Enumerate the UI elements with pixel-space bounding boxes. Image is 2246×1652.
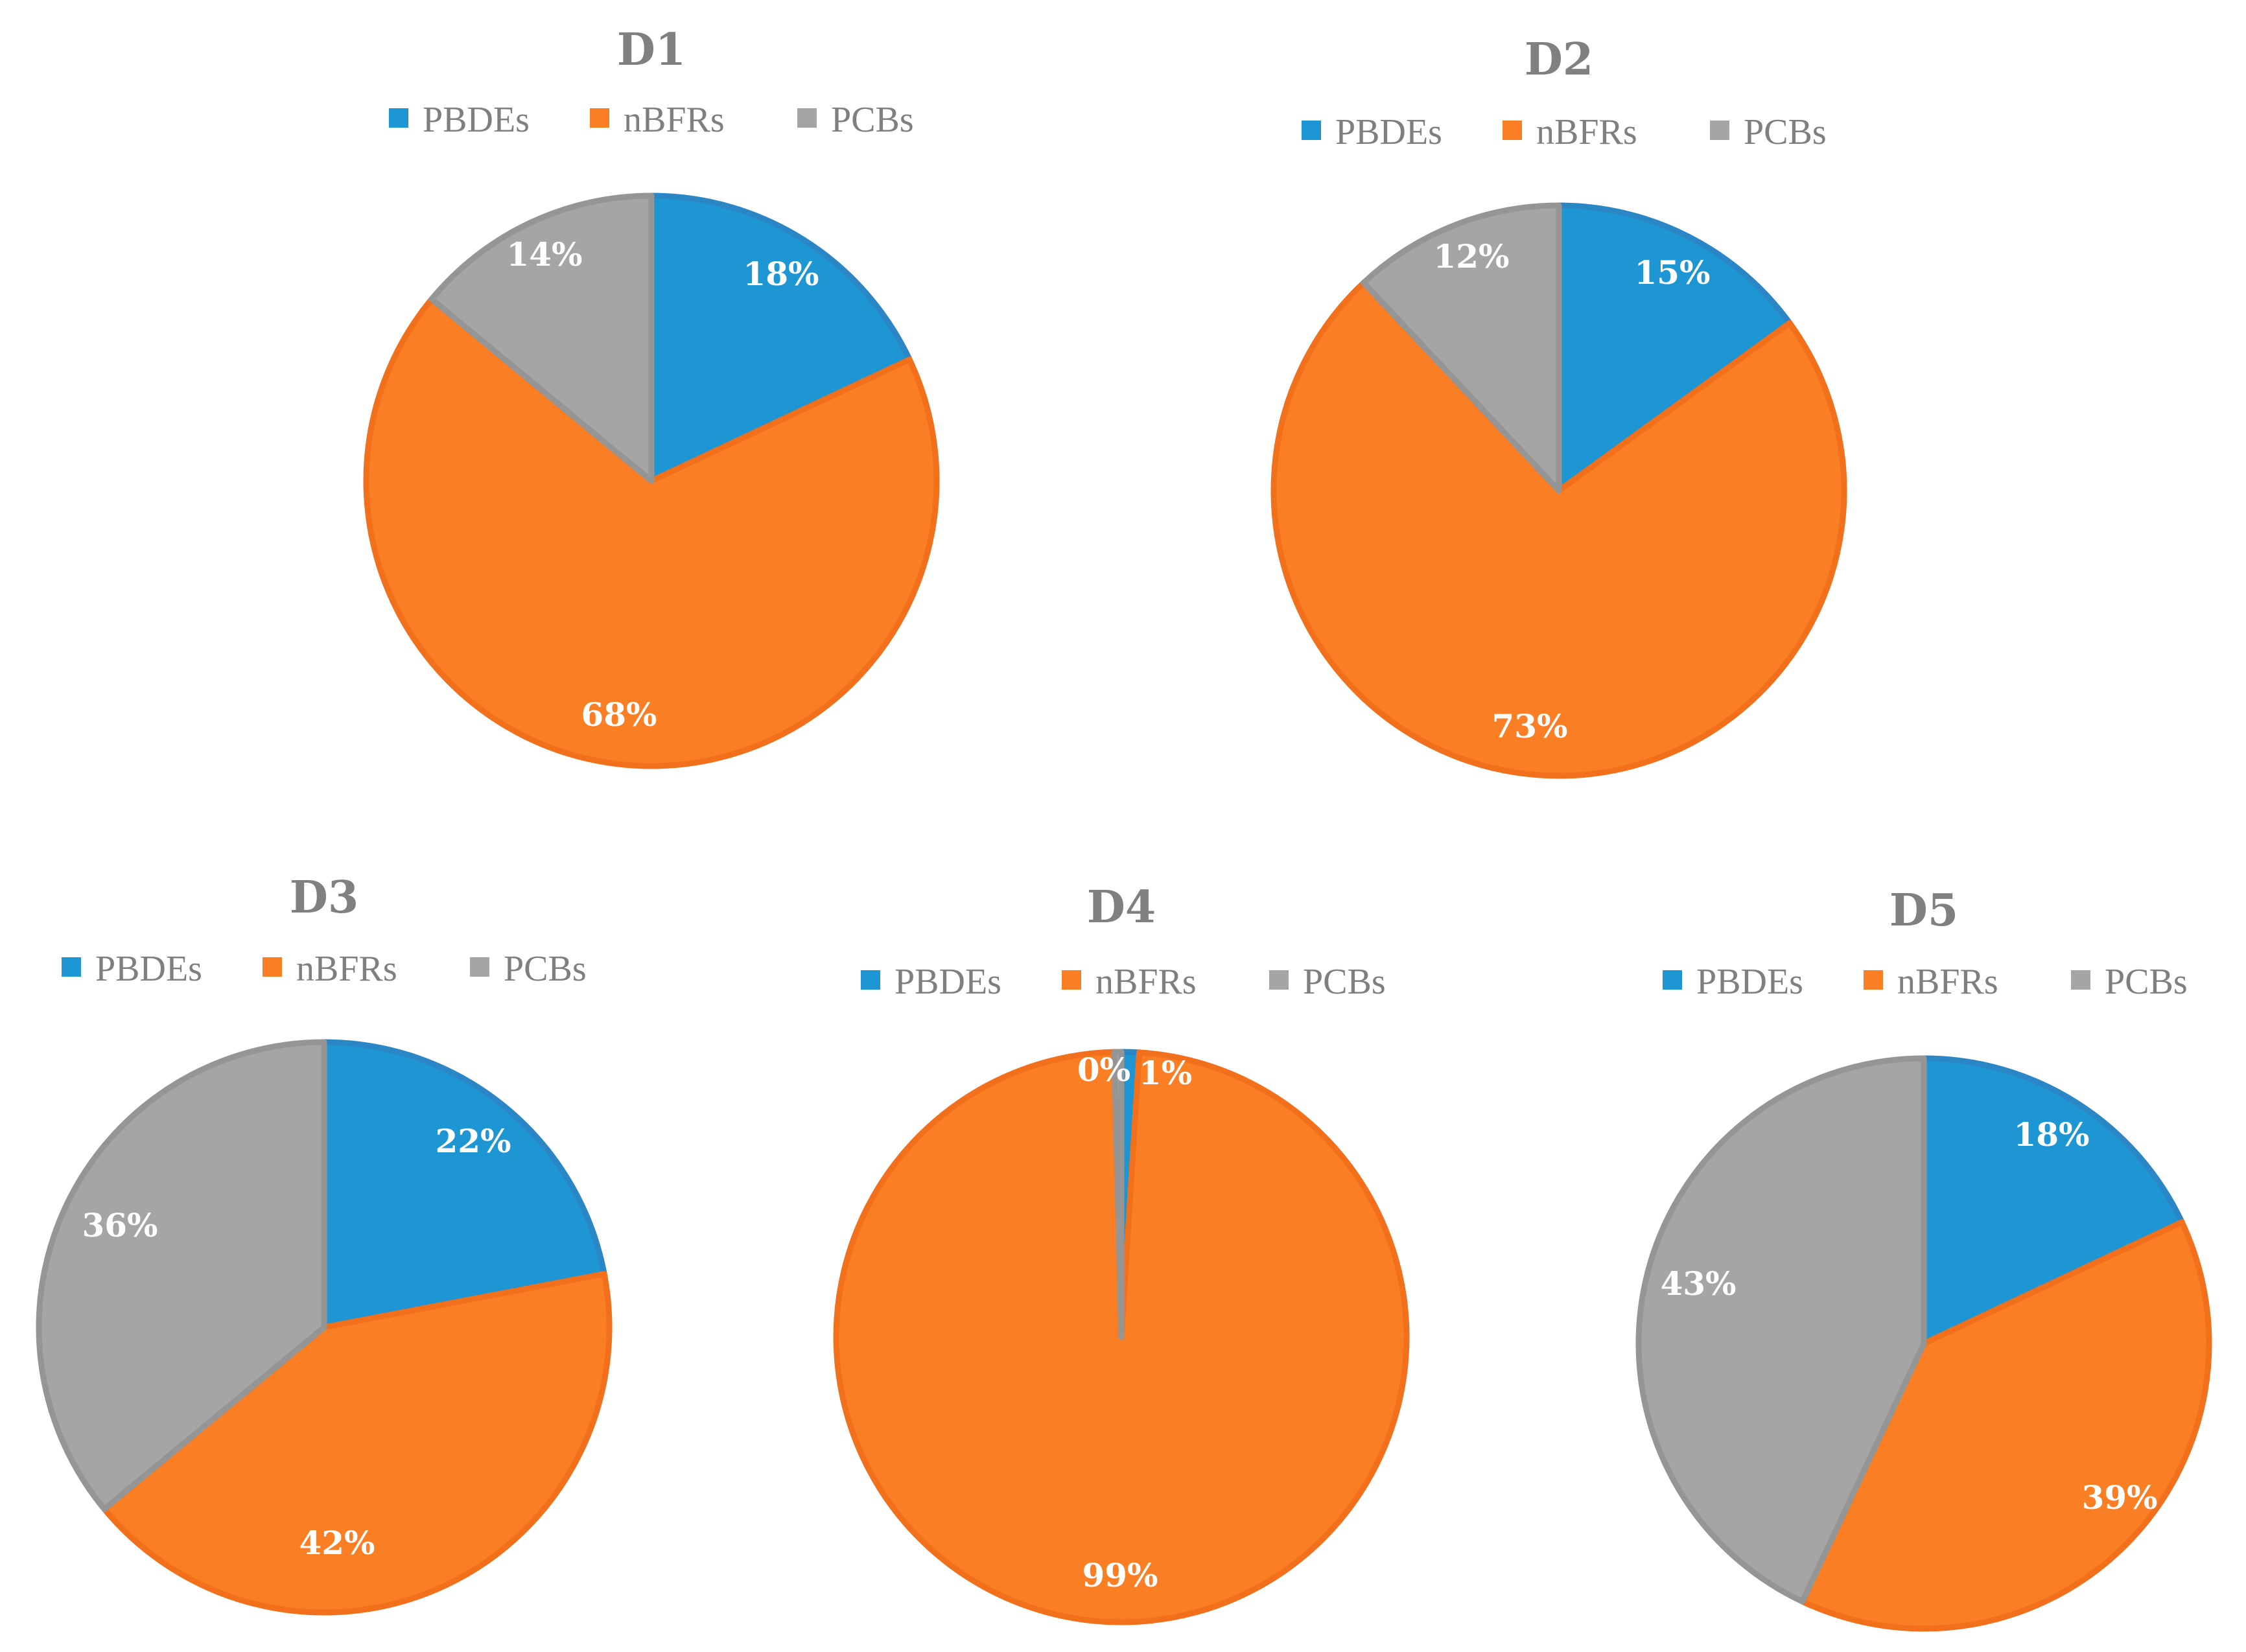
legend-label-pbdes: PBDEs xyxy=(95,949,202,989)
data-label-pcbs: 43% xyxy=(1660,1264,1736,1303)
chart-title: D2 xyxy=(1525,34,1593,86)
legend-label-nbfrs: nBFRs xyxy=(1897,962,1998,1002)
pie-slice-pbdes xyxy=(648,192,913,484)
legend: PBDEs nBFRs PCBs xyxy=(861,962,1386,1002)
data-label-pbdes: 15% xyxy=(1634,253,1710,292)
legend-swatch-nbfrs xyxy=(1503,121,1522,140)
pie-slice-nbfrs xyxy=(1799,1219,2212,1632)
chart-title: D1 xyxy=(617,24,686,76)
legend-label-pcbs: PCBs xyxy=(1303,962,1386,1002)
data-label-nbfrs: 73% xyxy=(1491,707,1567,745)
data-label-pbdes: 18% xyxy=(743,255,819,293)
legend: PBDEs nBFRs PCBs xyxy=(1663,962,2188,1002)
pie-chart-d3: D3 PBDEs nBFRs PCBs 22% 42% 36% xyxy=(36,872,613,1616)
pie-slice-pcbs xyxy=(1635,1055,1927,1605)
pie-slice-nbfrs xyxy=(363,296,940,769)
legend-swatch-pcbs xyxy=(1710,121,1729,140)
legend-label-pbdes: PBDEs xyxy=(1696,962,1803,1002)
data-label-nbfrs: 42% xyxy=(299,1524,375,1562)
data-label-pcbs: 14% xyxy=(506,235,582,273)
chart-title: D3 xyxy=(290,872,358,924)
legend-label-pcbs: PCBs xyxy=(504,949,587,989)
legend-label-nbfrs: nBFRs xyxy=(624,100,725,140)
pie-slice-pcbs xyxy=(1111,1049,1125,1340)
pie-slice-pbdes xyxy=(321,1039,607,1331)
chart-title: D5 xyxy=(1889,885,1958,937)
legend-swatch-pbdes xyxy=(62,957,81,977)
legend-swatch-nbfrs xyxy=(590,108,609,128)
chart-title: D4 xyxy=(1087,881,1156,933)
pie-slice-pbdes xyxy=(1556,202,1793,494)
legend-swatch-pcbs xyxy=(470,957,489,977)
legend-label-pbdes: PBDEs xyxy=(423,100,530,140)
legend-swatch-pbdes xyxy=(1302,121,1321,140)
legend-label-nbfrs: nBFRs xyxy=(1536,112,1637,152)
legend-label-nbfrs: nBFRs xyxy=(296,949,397,989)
data-label-nbfrs: 68% xyxy=(581,695,657,734)
data-label-nbfrs: 99% xyxy=(1082,1556,1158,1594)
legend-label-pbdes: PBDEs xyxy=(1335,112,1442,152)
pie-slice-pcbs xyxy=(36,1039,327,1512)
pie-slice-pcbs xyxy=(428,192,655,484)
legend-swatch-pbdes xyxy=(861,970,880,990)
data-label-pcbs: 0% xyxy=(1077,1051,1130,1089)
legend-swatch-nbfrs xyxy=(263,957,282,977)
data-label-nbfrs: 39% xyxy=(2081,1478,2157,1517)
legend-swatch-pcbs xyxy=(1269,970,1289,990)
data-label-pcbs: 36% xyxy=(82,1206,158,1244)
pie-slice-pbdes xyxy=(1921,1055,2185,1347)
data-label-pbdes: 18% xyxy=(2013,1115,2089,1154)
legend-swatch-nbfrs xyxy=(1864,970,1883,990)
legend-label-pbdes: PBDEs xyxy=(895,962,1001,1002)
data-label-pbdes: 1% xyxy=(1139,1054,1192,1092)
pie-chart-d4: D4 PBDEs nBFRs PCBs 1% 99% 0% xyxy=(833,881,1410,1625)
pie-slice-nbfrs xyxy=(1270,279,1847,779)
data-label-pbdes: 22% xyxy=(435,1122,511,1160)
legend: PBDEs nBFRs PCBs xyxy=(62,949,587,989)
pie-slice-nbfrs xyxy=(101,1271,613,1616)
legend: PBDEs nBFRs PCBs xyxy=(389,100,914,140)
legend-label-pcbs: PCBs xyxy=(831,100,914,140)
pie-slice-pcbs xyxy=(1361,202,1562,494)
pie-chart-d1: D1 PBDEs nBFRs PCBs 18% 68% 14% xyxy=(363,24,940,769)
legend-swatch-pcbs xyxy=(2071,970,2090,990)
legend-label-pcbs: PCBs xyxy=(2105,962,2188,1002)
legend-swatch-pbdes xyxy=(1663,970,1682,990)
pie-chart-d2: D2 PBDEs nBFRs PCBs 15% 73% 12% xyxy=(1270,34,1847,779)
legend-swatch-pcbs xyxy=(797,108,817,128)
legend: PBDEs nBFRs PCBs xyxy=(1302,112,1827,152)
legend-label-pcbs: PCBs xyxy=(1744,112,1827,152)
pie-chart-d5: D5 PBDEs nBFRs PCBs 18% 39% 43% xyxy=(1635,885,2212,1632)
legend-swatch-pbdes xyxy=(389,108,408,128)
data-label-pcbs: 12% xyxy=(1433,237,1509,275)
legend-label-nbfrs: nBFRs xyxy=(1095,962,1197,1002)
legend-swatch-nbfrs xyxy=(1062,970,1081,990)
